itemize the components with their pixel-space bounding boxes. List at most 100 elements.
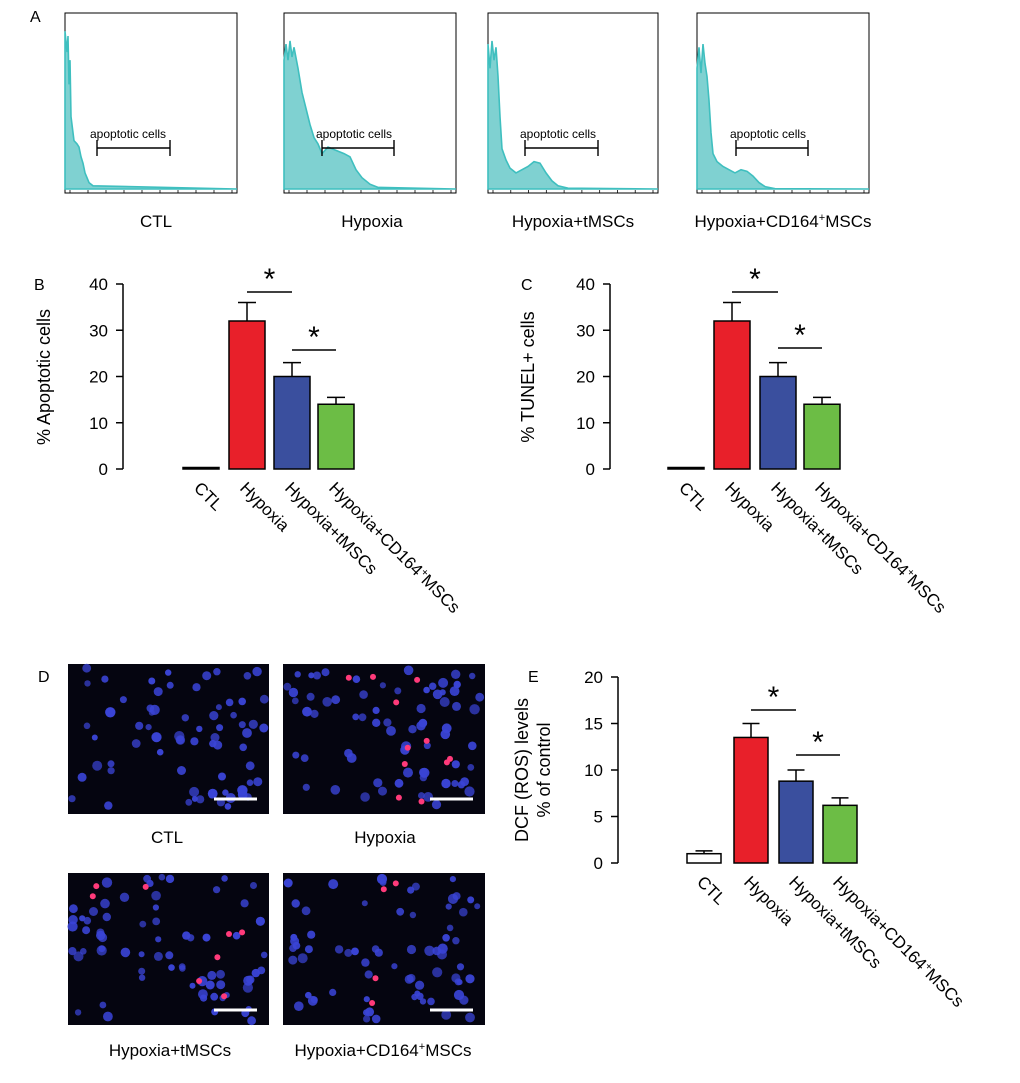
nucleus (238, 697, 246, 706)
nucleus (148, 709, 155, 716)
nucleus (210, 733, 220, 742)
nucleus (202, 933, 211, 942)
panel-a-letter: A (30, 9, 41, 26)
nucleus (363, 1009, 370, 1016)
nucleus (467, 764, 475, 771)
nucleus (165, 874, 175, 884)
nucleus (432, 967, 443, 978)
nucleus (243, 672, 252, 680)
tunel-positive-cell (414, 676, 421, 683)
nucleus (209, 711, 219, 721)
nucleus (321, 668, 330, 677)
nucleus (419, 767, 428, 777)
tunel-positive-cell (93, 883, 100, 890)
panel-a: A apoptotic cells CTL apoptotic cells Hypox… (30, 9, 871, 231)
nucleus (191, 795, 198, 802)
nucleus (83, 916, 92, 925)
y-tick-label: 0 (594, 854, 603, 873)
nucleus (457, 781, 466, 789)
nucleus (91, 734, 98, 741)
nucleus (440, 729, 451, 740)
nucleus (361, 900, 368, 907)
nucleus (334, 945, 344, 954)
nucleus (156, 748, 164, 756)
nucleus (189, 982, 196, 989)
nucleus (438, 677, 449, 688)
nucleus (306, 692, 315, 701)
micrograph: Hypoxia (283, 664, 485, 847)
nucleus (451, 780, 459, 787)
nucleus (168, 964, 175, 971)
nucleus (245, 761, 255, 771)
significance-star: * (768, 681, 780, 714)
nucleus (419, 773, 428, 782)
nucleus (151, 890, 161, 901)
nucleus (363, 996, 370, 1003)
nucleus (165, 951, 174, 960)
nucleus (198, 989, 208, 999)
nucleus (237, 785, 248, 796)
nucleus (322, 697, 333, 707)
nucleus (102, 912, 112, 922)
nucleus (207, 788, 218, 799)
nucleus (177, 766, 186, 775)
nucleus (166, 681, 174, 689)
significance-star: * (749, 263, 761, 296)
nucleus (148, 677, 156, 685)
nucleus (225, 698, 234, 707)
nucleus (344, 948, 353, 957)
nucleus (302, 706, 312, 717)
nucleus (74, 1009, 82, 1016)
tunel-positive-cell (214, 954, 221, 961)
panel-d-letter: D (38, 669, 50, 686)
nucleus (363, 1015, 371, 1023)
gate-label: apoptotic cells (316, 127, 392, 141)
nucleus (465, 974, 475, 984)
histogram-curve (487, 40, 659, 190)
nucleus (304, 945, 313, 954)
nucleus (92, 760, 103, 771)
tunel-positive-cell (392, 880, 399, 887)
y-tick-label: 0 (99, 460, 108, 479)
nucleus (451, 760, 460, 769)
nucleus (151, 732, 162, 743)
nucleus (138, 967, 146, 975)
nucleus (196, 795, 205, 804)
y-tick-label: 5 (594, 808, 603, 827)
nucleus (423, 742, 431, 750)
category-label: CTL (190, 478, 226, 514)
nucleus (289, 944, 297, 952)
nucleus (248, 719, 258, 729)
nucleus (101, 877, 113, 888)
gate-label: apoptotic cells (730, 127, 806, 141)
panel-e: E 0 5 10 15 20 DCF (ROS) levels% of control * *… (512, 668, 968, 1011)
nucleus (330, 785, 341, 795)
tunel-positive-cell (226, 931, 232, 937)
nucleus (224, 803, 232, 810)
nucleus (310, 709, 319, 719)
tunel-positive-cell (221, 993, 228, 1000)
nucleus (441, 1010, 452, 1020)
tunel-positive-cell (89, 893, 96, 900)
bar (273, 375, 311, 470)
nucleus (352, 713, 360, 721)
y-tick-label: 40 (576, 275, 595, 294)
gate-label: apoptotic cells (520, 127, 596, 141)
nucleus (216, 724, 224, 732)
nucleus (442, 934, 450, 942)
nucleus (210, 992, 219, 1001)
nucleus (152, 904, 159, 911)
nucleus (452, 701, 461, 711)
nucleus (283, 682, 292, 691)
nucleus (396, 907, 405, 916)
nucleus (423, 686, 430, 694)
tunel-positive-cell (196, 978, 203, 984)
nucleus (89, 907, 98, 916)
nucleus (379, 682, 386, 689)
nucleus (403, 767, 413, 778)
nucleus (451, 669, 461, 679)
nucleus (73, 951, 84, 962)
nucleus (153, 687, 163, 697)
nucleus (119, 892, 130, 902)
nucleus (202, 671, 212, 681)
